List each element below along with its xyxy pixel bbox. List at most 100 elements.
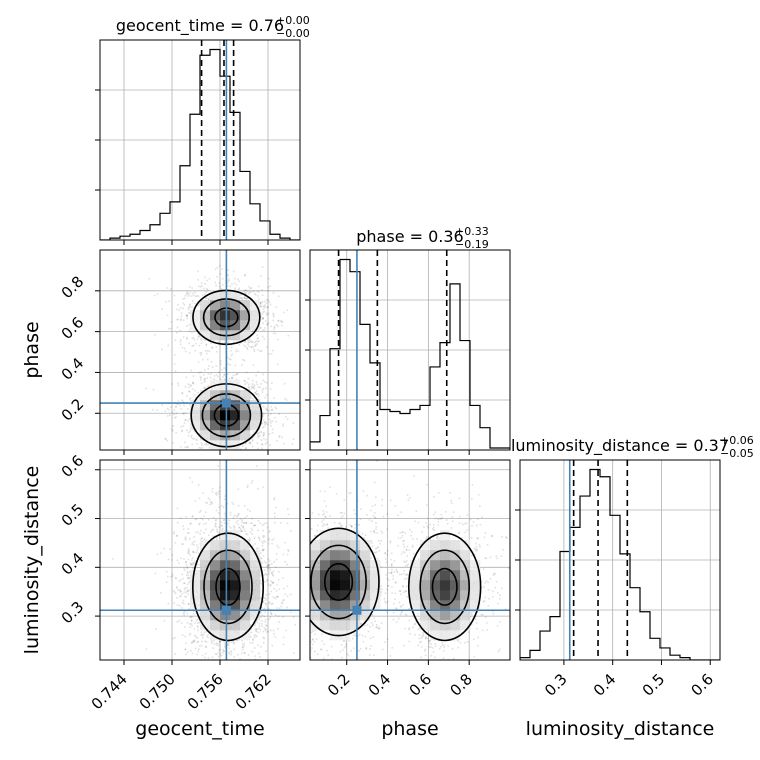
sample-point [179,340,182,343]
sample-point [203,532,205,534]
sample-point [251,433,254,436]
sample-point [166,314,169,317]
sample-point [266,394,268,396]
sample-point [225,663,227,665]
sample-point [226,502,229,505]
sample-point [242,358,245,361]
sample-point [246,348,249,351]
sample-point [263,338,266,340]
sample-point [185,564,188,566]
sample-point [182,298,184,300]
sample-point [250,287,252,289]
sample-point [188,304,191,307]
sample-point [228,455,230,457]
sample-point [217,341,220,344]
sample-point [219,273,222,275]
y-tick-label: 0.4 [58,549,88,579]
sample-point [183,347,186,350]
sample-point [183,582,186,584]
sample-point [196,619,198,622]
sample-point [231,353,233,355]
sample-point [200,382,203,384]
sample-point [204,369,206,371]
sample-point [244,442,247,445]
sample-point [193,639,196,642]
sample-point [269,611,272,614]
sample-point [293,551,295,553]
density-cell [250,300,261,311]
sample-point [241,652,243,655]
sample-point [275,324,278,326]
density-cell [220,570,231,581]
sample-point [195,635,197,638]
sample-point [198,396,201,398]
sample-point [154,334,156,336]
sample-point [179,329,181,332]
sample-point [232,663,234,665]
sample-point [392,578,394,580]
sample-point [293,652,296,654]
sample-point [472,638,475,641]
sample-point [206,279,208,282]
sample-point [251,445,254,448]
sample-point [405,574,407,576]
sample-point [185,591,187,594]
sample-point [252,431,255,433]
sample-point [272,596,275,599]
density-cell [210,330,221,341]
sample-point [173,363,176,365]
sample-point [203,631,206,634]
sample-point [178,309,180,311]
sample-point [240,294,242,296]
sample-point [212,535,215,537]
sample-point [245,371,248,374]
sample-point [208,295,211,298]
sample-point [264,320,267,322]
sample-point [249,678,251,680]
sample-point [251,330,253,333]
sample-point [207,663,209,665]
sample-point [237,523,240,525]
sample-point [184,350,187,353]
sample-point [254,344,257,347]
sample-point [262,529,264,532]
sample-point [243,297,246,299]
sample-point [198,497,201,500]
sample-point [233,514,236,517]
density-cell [240,540,251,551]
sample-point [244,517,246,519]
sample-point [195,531,197,534]
sample-point [174,653,176,655]
sample-point [265,312,268,315]
sample-point [263,637,265,640]
sample-point [186,336,188,339]
sample-point [194,500,197,502]
sample-point [193,543,195,546]
sample-point [196,618,199,621]
sample-point [245,442,247,445]
sample-point [249,441,252,444]
sample-point [276,439,278,442]
sample-point [236,340,238,343]
sample-point [225,673,227,675]
density-cell [240,600,251,611]
sample-point [445,661,447,663]
sample-point [287,334,290,337]
sample-point [273,512,276,515]
sample-point [263,305,266,308]
sample-point [283,587,285,590]
sample-point [247,377,250,380]
sample-point [251,439,254,442]
sample-point [228,647,231,650]
sample-point [192,381,194,384]
sample-point [278,319,280,322]
panel-phase-hist [305,249,511,455]
sample-point [212,639,215,642]
sample-point [218,537,221,540]
density-cell [230,300,241,311]
sample-point [253,525,255,527]
sample-point [211,454,213,456]
sample-point [189,616,192,619]
sample-point [256,393,258,396]
sample-point [156,409,158,411]
